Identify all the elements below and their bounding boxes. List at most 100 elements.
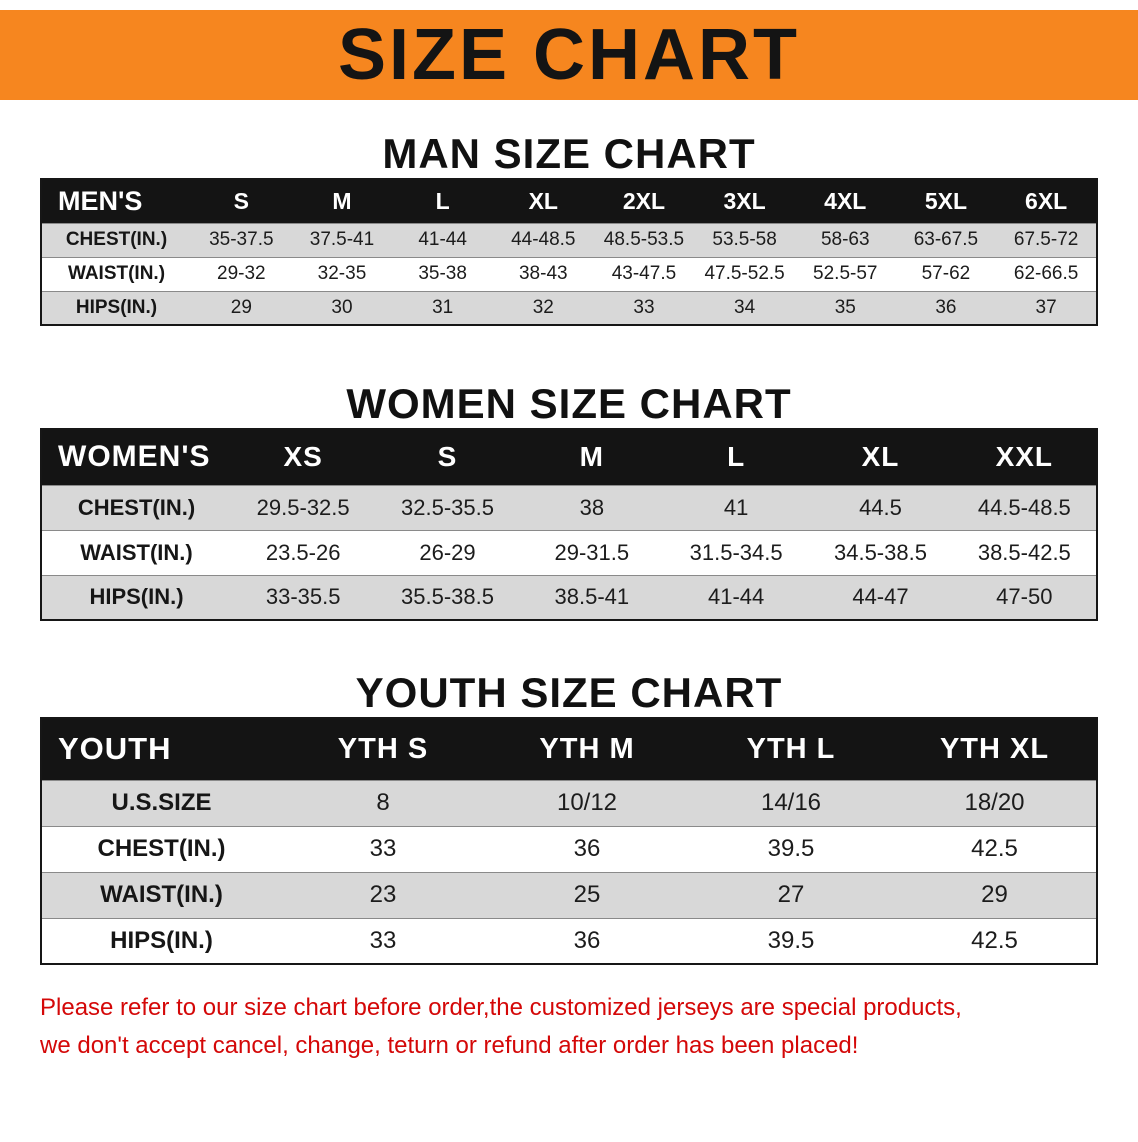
value-cell: 41-44 xyxy=(708,584,765,610)
table-row: CHEST(IN.) 35-37.5 37.5-41 41-44 44-48.5 48.5… xyxy=(41,223,1097,257)
row-label-cell: HIPS(IN.) xyxy=(110,926,213,954)
header-row: YOUTH YTH S YTH M YTH L YTH XL xyxy=(41,718,1097,780)
size-header-cell: 2XL xyxy=(593,179,695,223)
table-row: WAIST(IN.) 23 25 27 29 xyxy=(41,872,1097,918)
value-cell: 67.5-72 xyxy=(1013,229,1079,250)
women-chart-heading: WOMEN SIZE CHART xyxy=(346,380,792,427)
value-cell: 36 xyxy=(573,926,601,954)
banner-title: SIZE CHART xyxy=(338,15,800,95)
value-cell: 42.5 xyxy=(971,926,1018,954)
value-cell: 48.5-53.5 xyxy=(603,229,685,250)
value-cell: 14/16 xyxy=(760,789,822,816)
size-header-cell: S xyxy=(375,429,520,485)
value-cell: 29-31.5 xyxy=(554,539,630,565)
men-chart-heading: MAN SIZE CHART xyxy=(382,130,756,177)
value-cell: 43-47.5 xyxy=(611,263,677,284)
size-header-cell: YTH L xyxy=(689,718,893,780)
value-cell: 39.5 xyxy=(767,835,815,862)
value-cell: 38-43 xyxy=(518,263,568,284)
size-header-cell: XXL xyxy=(952,429,1097,485)
value-cell: 32 xyxy=(532,296,554,318)
youth-size-table: YOUTH YTH S YTH M YTH L YTH XL U.S.SIZE 8 10/12… xyxy=(40,717,1098,965)
table-row: HIPS(IN.) 33-35.5 35.5-38.5 38.5-41 41-44 44-… xyxy=(41,575,1097,620)
value-cell: 36 xyxy=(573,835,601,862)
value-cell: 47-50 xyxy=(996,584,1053,610)
value-cell: 33 xyxy=(633,296,655,318)
header-row: WOMEN'S XS S M L XL XXL xyxy=(41,429,1097,485)
table-title-cell: WOMEN'S xyxy=(41,429,231,485)
size-header-cell: YTH M xyxy=(485,718,689,780)
size-header-cell: XL xyxy=(808,429,953,485)
row-label-cell: CHEST(IN.) xyxy=(97,835,226,862)
value-cell: 23.5-26 xyxy=(265,539,341,565)
value-cell: 42.5 xyxy=(971,835,1018,862)
row-label-cell: WAIST(IN.) xyxy=(80,539,193,565)
table-row: WAIST(IN.) 23.5-26 26-29 29-31.5 31.5-34.5 34… xyxy=(41,530,1097,575)
men-size-section: MAN SIZE CHART MEN'S S M L XL 2XL 3XL 4XL 5XL 6XL… xyxy=(0,130,1138,326)
table-title-cell: MEN'S xyxy=(41,179,191,223)
youth-size-section: YOUTH SIZE CHART YOUTH YTH S YTH M YTH L YTH… xyxy=(0,669,1138,965)
size-header-cell: XS xyxy=(231,429,376,485)
value-cell: 38.5-41 xyxy=(554,584,630,610)
value-cell: 33 xyxy=(369,835,397,862)
value-cell: 41 xyxy=(723,494,749,520)
value-cell: 8 xyxy=(376,789,390,816)
value-cell: 53.5-58 xyxy=(712,229,777,250)
size-header-cell: M xyxy=(519,429,664,485)
size-header-cell: L xyxy=(392,179,493,223)
size-header-cell: 5XL xyxy=(895,179,997,223)
value-cell: 31.5-34.5 xyxy=(689,539,783,565)
table-row: U.S.SIZE 8 10/12 14/16 18/20 xyxy=(41,780,1097,826)
value-cell: 34.5-38.5 xyxy=(833,539,927,565)
value-cell: 29-32 xyxy=(217,263,266,284)
value-cell: 57-62 xyxy=(921,263,971,284)
value-cell: 38 xyxy=(579,494,605,520)
value-cell: 35-38 xyxy=(418,263,467,284)
value-cell: 35.5-38.5 xyxy=(401,584,494,610)
disclaimer-note: Please refer to our size chart before or… xyxy=(40,989,1102,1065)
row-label-cell: HIPS(IN.) xyxy=(89,584,184,610)
value-cell: 10/12 xyxy=(556,789,618,816)
value-cell: 41-44 xyxy=(418,229,467,250)
value-cell: 38.5-42.5 xyxy=(977,539,1071,565)
value-cell: 29.5-32.5 xyxy=(256,494,350,520)
table-row: WAIST(IN.) 29-32 32-35 35-38 38-43 43-47.5 47.… xyxy=(41,257,1097,291)
value-cell: 62-66.5 xyxy=(1013,263,1079,284)
value-cell: 44-48.5 xyxy=(511,229,576,250)
women-size-table: WOMEN'S XS S M L XL XXL CHEST(IN.) 29.5-32.5 32.5… xyxy=(40,428,1098,621)
size-chart-page: { "banner": { "title": "SIZE CHART" }, "… xyxy=(0,10,1138,1142)
value-cell: 37 xyxy=(1035,296,1057,318)
table-row: HIPS(IN.) 33 36 39.5 42.5 xyxy=(41,918,1097,964)
value-cell: 26-29 xyxy=(419,539,476,565)
value-cell: 58-63 xyxy=(820,229,870,250)
size-header-cell: L xyxy=(663,429,809,485)
value-cell: 44.5 xyxy=(859,494,902,520)
men-size-table: MEN'S S M L XL 2XL 3XL 4XL 5XL 6XL CHEST(IN.) 35-37… xyxy=(40,178,1098,326)
size-header-cell: 4XL xyxy=(794,179,896,223)
value-cell: 29 xyxy=(981,881,1008,908)
row-label-cell: HIPS(IN.) xyxy=(75,296,158,318)
disclaimer-line-1: Please refer to our size chart before or… xyxy=(40,994,962,1021)
disclaimer-line-2: we don't accept cancel, change, teturn o… xyxy=(40,1032,859,1059)
row-label-cell: CHEST(IN.) xyxy=(77,494,196,520)
value-cell: 31 xyxy=(432,296,454,318)
row-label-cell: WAIST(IN.) xyxy=(100,881,223,908)
header-row: MEN'S S M L XL 2XL 3XL 4XL 5XL 6XL xyxy=(41,179,1097,223)
value-cell: 63-67.5 xyxy=(913,229,979,250)
row-label-cell: WAIST(IN.) xyxy=(67,263,166,284)
value-cell: 23 xyxy=(369,881,397,908)
value-cell: 39.5 xyxy=(767,926,815,954)
value-cell: 32-35 xyxy=(317,263,367,284)
value-cell: 52.5-57 xyxy=(813,263,878,284)
size-header-cell: YTH S xyxy=(281,718,485,780)
value-cell: 25 xyxy=(573,881,601,908)
value-cell: 44-47 xyxy=(852,584,909,610)
value-cell: 35-37.5 xyxy=(209,229,274,250)
row-label-cell: CHEST(IN.) xyxy=(65,229,168,250)
value-cell: 29 xyxy=(230,296,252,318)
value-cell: 33 xyxy=(369,926,397,954)
table-row: CHEST(IN.) 29.5-32.5 32.5-35.5 38 41 44.5 44.5… xyxy=(41,485,1097,530)
youth-chart-heading: YOUTH SIZE CHART xyxy=(355,669,783,716)
value-cell: 47.5-52.5 xyxy=(704,263,785,284)
value-cell: 44.5-48.5 xyxy=(977,494,1071,520)
